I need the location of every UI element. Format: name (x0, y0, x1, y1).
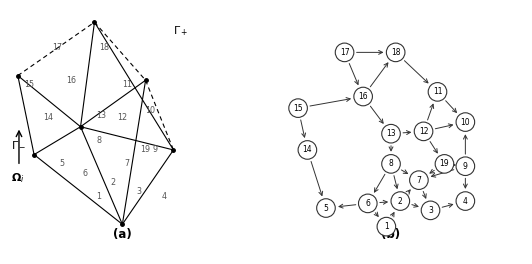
Text: 15: 15 (24, 81, 35, 89)
Circle shape (428, 83, 447, 101)
Circle shape (289, 99, 307, 117)
Text: 12: 12 (419, 127, 428, 136)
Text: 12: 12 (117, 113, 128, 122)
Circle shape (456, 192, 475, 210)
Circle shape (298, 141, 317, 159)
Text: 3: 3 (136, 187, 141, 196)
Text: 17: 17 (340, 48, 350, 57)
Circle shape (382, 155, 400, 173)
Text: 15: 15 (293, 104, 303, 113)
Text: 17: 17 (52, 43, 62, 52)
Circle shape (410, 171, 428, 190)
Text: 1: 1 (384, 222, 389, 231)
Text: 19: 19 (439, 159, 449, 168)
Circle shape (456, 157, 475, 176)
Circle shape (386, 43, 405, 62)
Text: 8: 8 (97, 136, 102, 145)
Text: (b): (b) (381, 228, 401, 241)
Circle shape (317, 199, 335, 217)
Text: 9: 9 (152, 145, 157, 154)
Circle shape (391, 192, 410, 210)
Circle shape (377, 217, 396, 236)
Circle shape (359, 194, 377, 213)
Text: 13: 13 (386, 129, 396, 138)
Circle shape (414, 122, 433, 141)
Text: 6: 6 (82, 169, 88, 178)
Text: 13: 13 (96, 111, 106, 120)
Text: 18: 18 (391, 48, 401, 57)
Text: 7: 7 (124, 159, 130, 168)
Text: 4: 4 (463, 197, 468, 206)
Text: 11: 11 (433, 87, 442, 96)
Text: 14: 14 (43, 113, 53, 122)
Circle shape (421, 201, 440, 220)
Text: 16: 16 (66, 76, 76, 85)
Circle shape (354, 87, 372, 106)
Text: 11: 11 (122, 81, 132, 89)
Circle shape (382, 124, 400, 143)
Text: $\Gamma_-$: $\Gamma_-$ (11, 140, 26, 150)
Text: 16: 16 (359, 92, 368, 101)
Text: 2: 2 (398, 197, 403, 206)
Text: 2: 2 (111, 178, 115, 187)
Text: 10: 10 (461, 117, 470, 126)
Text: 5: 5 (323, 204, 328, 213)
Text: 6: 6 (365, 199, 370, 208)
Text: $\Gamma_+$: $\Gamma_+$ (173, 25, 189, 38)
Text: 7: 7 (417, 176, 421, 185)
Text: 9: 9 (463, 162, 468, 171)
Text: 5: 5 (60, 159, 64, 168)
Circle shape (335, 43, 354, 62)
Text: 10: 10 (145, 106, 155, 115)
Circle shape (435, 155, 454, 173)
Text: $\boldsymbol{\Omega}_i$: $\boldsymbol{\Omega}_i$ (11, 171, 24, 185)
Text: (a): (a) (113, 228, 132, 241)
Text: 18: 18 (99, 43, 109, 52)
Text: 4: 4 (162, 192, 167, 201)
Text: 1: 1 (97, 192, 102, 201)
Text: 3: 3 (428, 206, 433, 215)
Circle shape (456, 113, 475, 131)
Text: 19: 19 (140, 145, 151, 154)
Text: 14: 14 (303, 145, 312, 154)
Text: 8: 8 (389, 159, 393, 168)
